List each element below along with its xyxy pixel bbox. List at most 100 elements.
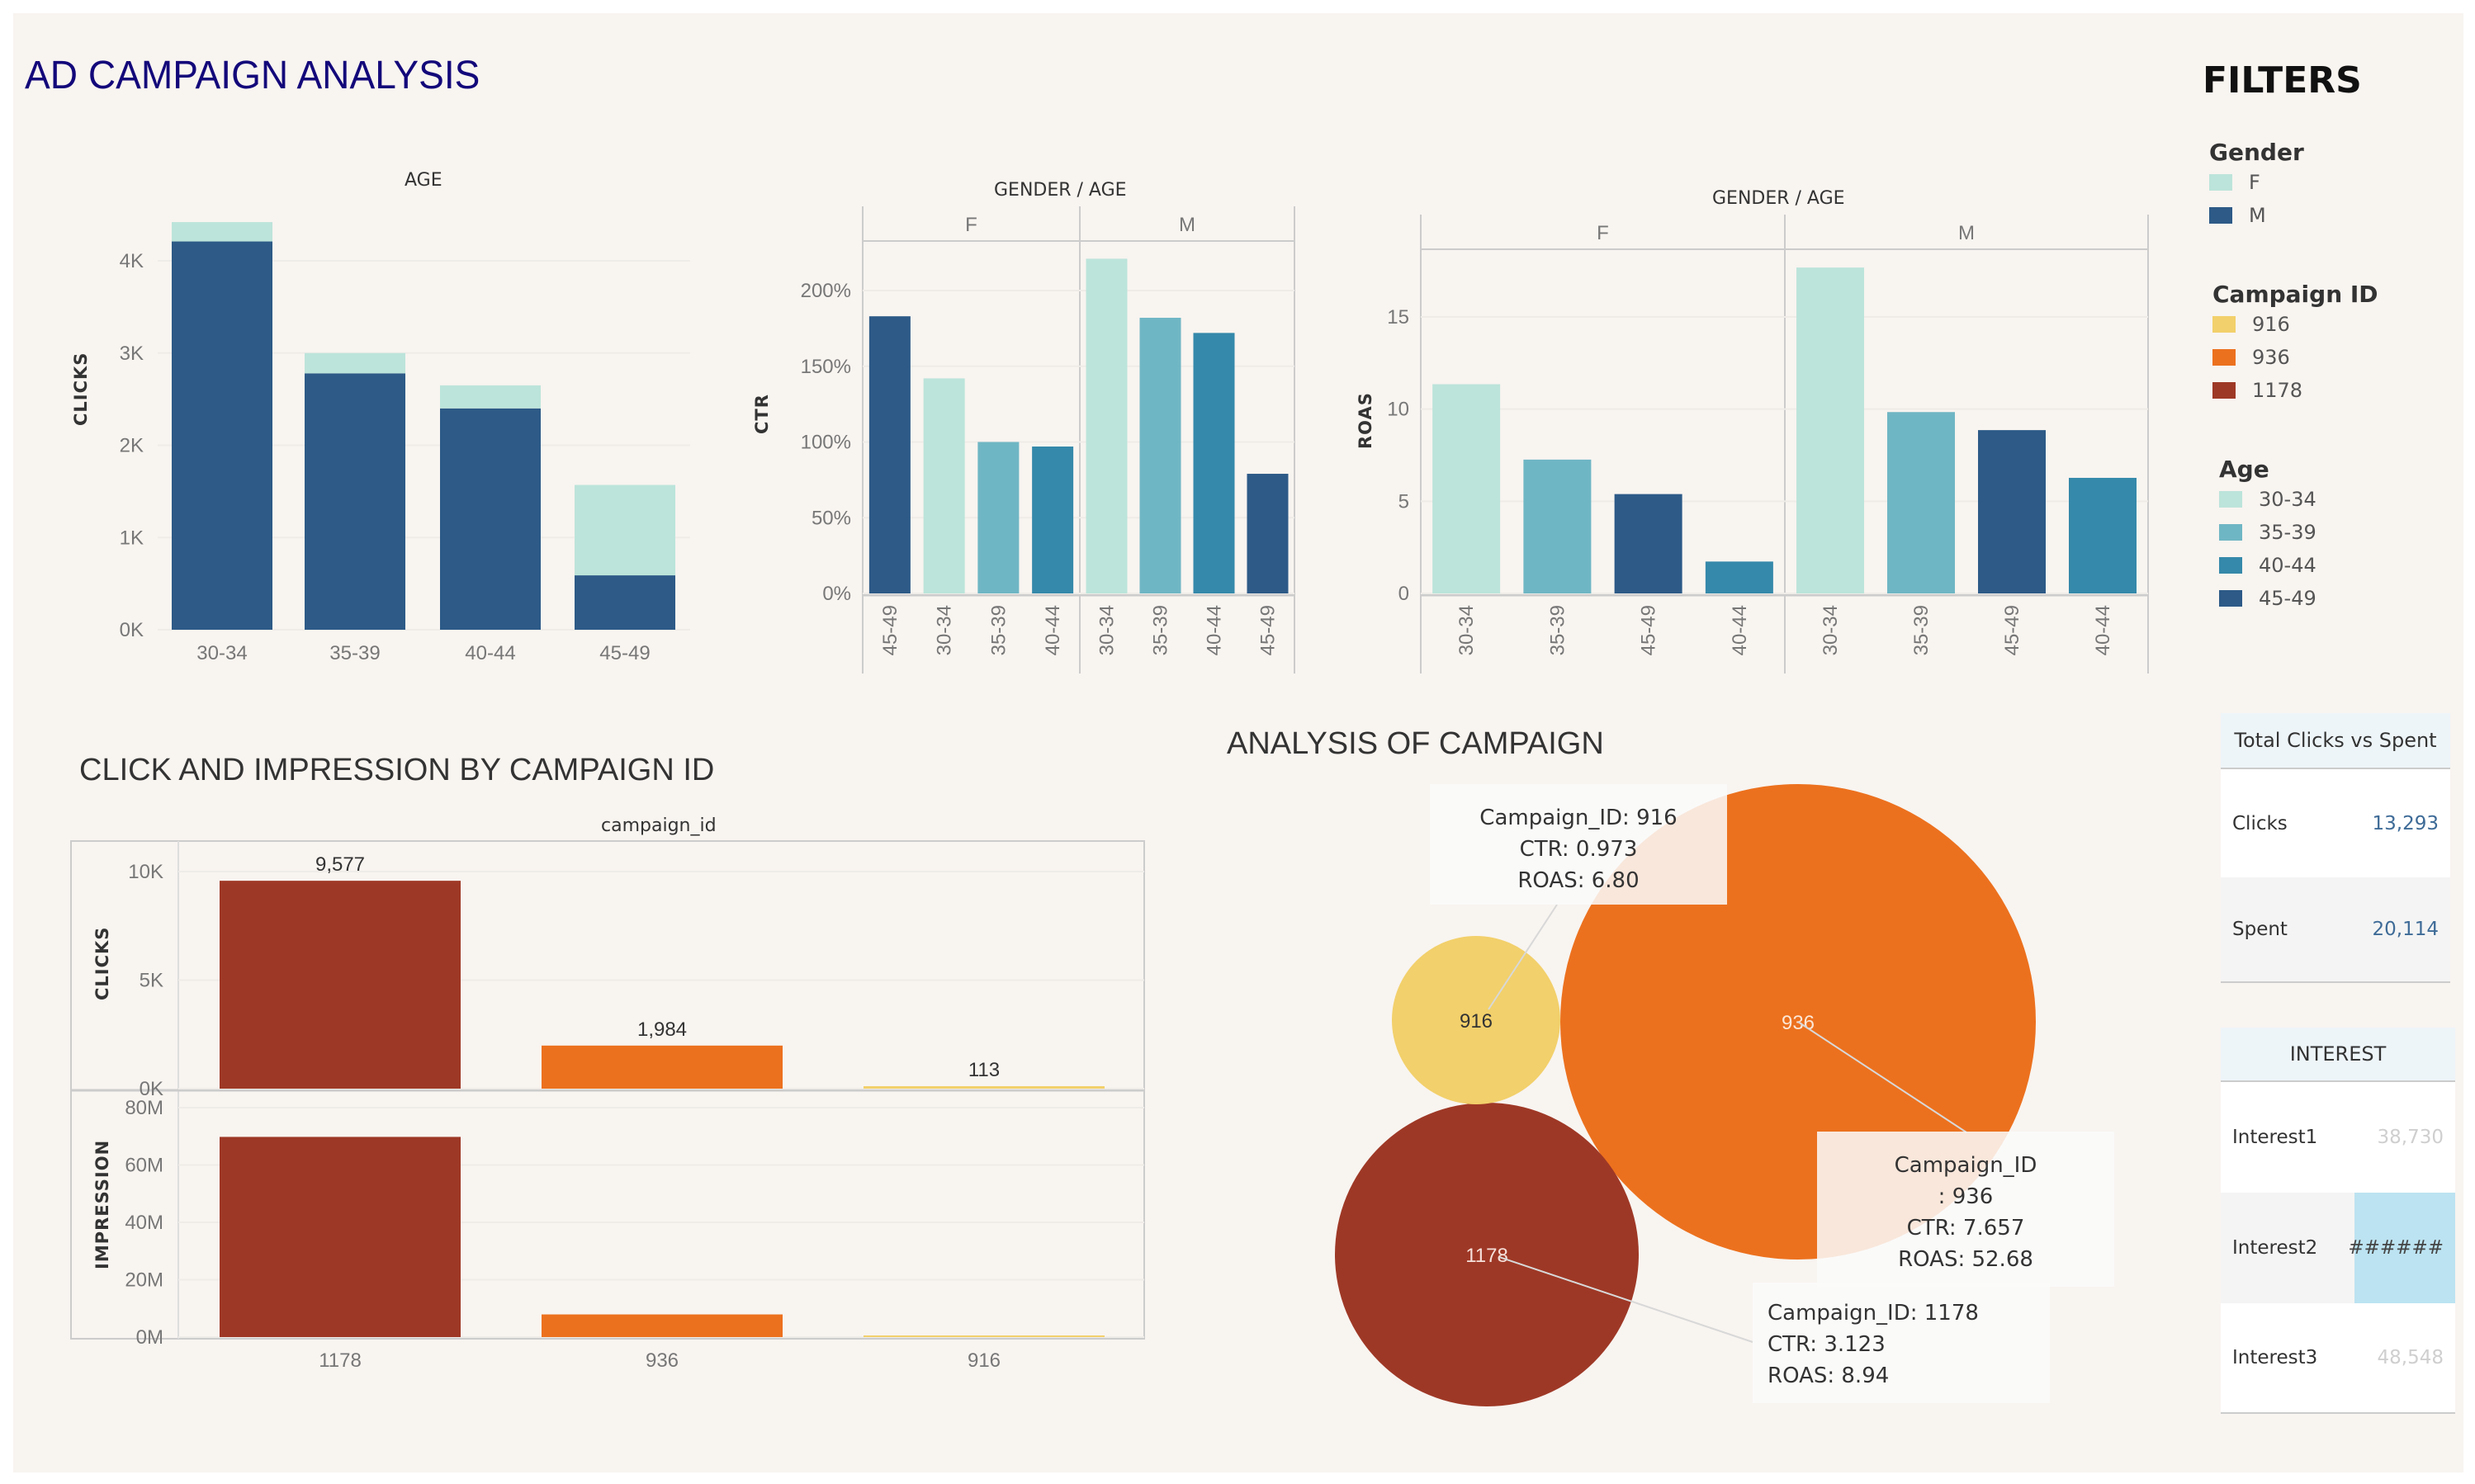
filters-panel: FILTERS [2203,59,2362,102]
clicks-data-label: 113 [968,1059,1000,1081]
facet-label-F: F [1597,222,1609,244]
clicks-by-age-chart: 0K 1K 2K 3K 4K 30-34 35-39 40-44 45-49 [120,222,690,664]
interest-row-3[interactable]: Interest3 48,548 [2221,1303,2455,1414]
legend-item-F[interactable]: F [2209,166,2304,199]
legend-gender-title: Gender [2209,139,2304,166]
legend-item-916[interactable]: 916 [2212,308,2378,341]
bar-F-35-39 [1523,459,1592,593]
y-tick-label: 15 [1387,306,1409,328]
tooltip-916-ctr: CTR: 0.973 [1519,837,1638,862]
totals-clicks-value: 13,293 [2372,812,2439,834]
y-tick-label: 4K [120,250,144,272]
x-tick-label: 45-49 [599,642,650,664]
bar-f-45-49 [575,484,675,576]
y-tick-label: 100% [801,432,851,454]
tooltip-936-id: Campaign_ID [1894,1153,2037,1178]
bar-M-40-44 [1193,333,1235,593]
legend-item-1178[interactable]: 1178 [2212,374,2378,407]
legend-campaign-title: Campaign ID [2212,281,2378,308]
totals-row-clicks[interactable]: Clicks 13,293 [2221,769,2450,877]
legend-swatch [2219,590,2242,607]
interest-table-header: INTEREST [2221,1028,2455,1082]
tooltip-936-id-value: : 936 [1938,1184,1994,1209]
totals-clicks-label: Clicks [2232,812,2288,834]
interest-row-1[interactable]: Interest1 38,730 [2221,1082,2455,1193]
clicks-bar-936 [542,1045,783,1089]
bar-M-35-39 [1887,412,1955,593]
legend-swatch [2219,491,2242,508]
leader-line-916 [1488,904,1558,1010]
x-tick-label: 30-34 [1455,605,1478,655]
bubble-label-936: 936 [1782,1012,1815,1034]
x-tick-label: 45-49 [1257,605,1280,655]
y-tick-label: 40M [125,1212,163,1234]
tooltip-936-roas: ROAS: 52.68 [1898,1247,2033,1272]
interest-row-2[interactable]: Interest2 ###### [2221,1193,2455,1303]
legend-item-40-44[interactable]: 40-44 [2219,549,2316,582]
legend-label: 916 [2252,313,2290,336]
y-tick-label: 0K [120,619,144,641]
y-tick-label: 60M [125,1155,163,1177]
impression-bar-916 [864,1335,1105,1337]
legend-item-936[interactable]: 936 [2212,341,2378,374]
legend-swatch [2209,207,2232,224]
impression-bar-1178 [220,1137,461,1337]
legend-label: 40-44 [2259,554,2316,577]
tooltip-936-ctr: CTR: 7.657 [1906,1216,2025,1241]
y-tick-label: 1K [120,527,144,549]
roas-by-gender-age-chart: 0 5 10 15 F 30-34 35-39 45-49 40-44 M 30-34 35-39 45… [1387,215,2149,673]
bar-F-40-44 [1032,447,1074,593]
x-tick-label: 40-44 [1204,605,1226,655]
legend-item-M[interactable]: M [2209,199,2304,232]
y-tick-label: 80M [125,1097,163,1119]
tooltip-1178-id: Campaign_ID: 1178 [1768,1301,1979,1326]
facet-label-F: F [965,214,977,236]
legend-item-30-34[interactable]: 30-34 [2219,483,2316,516]
y-tick-label: 200% [801,280,851,302]
leader-line-1178 [1498,1256,1753,1343]
y-tick-label: 5 [1398,490,1409,513]
tooltip-916-id: Campaign_ID: 916 [1479,806,1678,830]
chart1-header: AGE [405,170,442,191]
legend-label: 1178 [2252,379,2303,402]
x-tick-label: 40-44 [2092,605,2114,655]
x-tick-label: 35-39 [1546,605,1569,655]
legend-swatch [2212,316,2236,333]
y-tick-label: 0 [1398,583,1409,605]
y-tick-label: 10K [128,861,163,883]
facet-label-M: M [1958,222,1975,244]
totals-table-header: Total Clicks vs Spent [2221,713,2450,769]
legend-label: F [2249,171,2260,194]
legend-item-35-39[interactable]: 35-39 [2219,516,2316,549]
legend-label: 35-39 [2259,521,2316,544]
x-tick-label: 40-44 [1042,605,1064,655]
interest3-value: 48,548 [2377,1347,2444,1368]
y-tick-label: 2K [120,435,144,457]
legend-label: M [2249,204,2266,227]
y-tick-label: 150% [801,356,851,378]
clicks-data-label: 1,984 [637,1018,687,1041]
legend-swatch [2219,557,2242,574]
x-tick-label: 35-39 [987,605,1010,655]
bar-M-45-49 [1247,474,1289,593]
y-tick-label: 0% [822,583,851,605]
bar-m-40-44 [440,408,541,630]
totals-row-spent[interactable]: Spent 20,114 [2221,877,2450,983]
x-tick-label: 40-44 [1729,605,1751,655]
y-tick-label: 20M [125,1269,163,1292]
bubble-label-1178: 1178 [1465,1245,1508,1267]
legend-age: Age 30-34 35-39 40-44 45-49 [2219,456,2316,615]
impression-bar-936 [542,1314,783,1337]
y-tick-label: 0M [136,1326,163,1349]
legend-age-title: Age [2219,456,2269,483]
clicks-data-label: 9,577 [315,853,365,876]
legend-label: 936 [2252,346,2290,369]
y-tick-label: 3K [120,343,144,365]
interest-table: INTEREST Interest1 38,730 Interest2 ####… [2221,1028,2455,1414]
totals-spent-value: 20,114 [2372,919,2439,940]
x-tick-label: 35-39 [1150,605,1172,655]
tooltip-936: Campaign_ID : 936 CTR: 7.657 ROAS: 52.68 [1817,1132,2114,1287]
legend-item-45-49[interactable]: 45-49 [2219,582,2316,615]
x-tick-label: 1178 [319,1349,362,1372]
